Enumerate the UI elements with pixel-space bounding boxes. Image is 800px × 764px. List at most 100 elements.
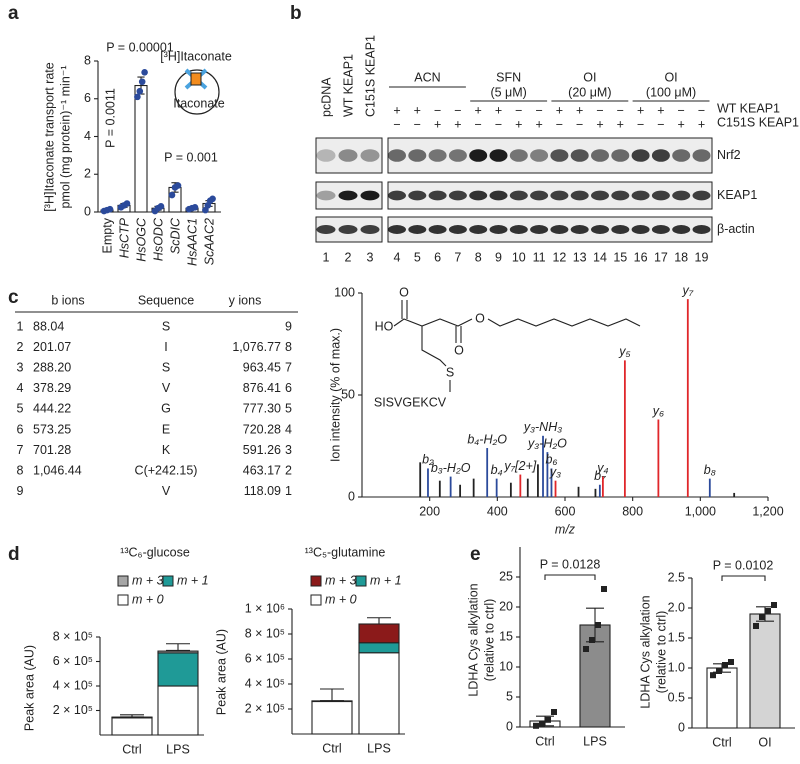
peak-label: y₃ — [549, 465, 561, 479]
blot-band — [672, 190, 691, 201]
blot-band — [611, 149, 630, 162]
treatment-sign: + — [515, 117, 522, 131]
row-index: 7 — [285, 360, 292, 374]
x-tick-label: 600 — [555, 504, 576, 518]
x-tick-label: LPS — [583, 734, 607, 748]
b-ion: 201.07 — [33, 340, 71, 354]
blot-band — [692, 190, 711, 201]
blot-band — [631, 190, 650, 201]
p-value: P = 0.001 — [164, 150, 218, 164]
data-point — [601, 586, 607, 592]
blot-band — [489, 149, 508, 162]
lane-number: 14 — [593, 250, 607, 264]
treatment-sign: − — [475, 117, 482, 131]
y-ion: 591.26 — [243, 443, 281, 457]
x-tick-label: 1,000 — [685, 504, 716, 518]
blot-band — [408, 149, 427, 162]
group-label: OI — [664, 70, 677, 84]
blot-band — [530, 149, 549, 162]
treatment-sign: − — [596, 103, 603, 117]
y-tick-label: 0 — [348, 489, 355, 503]
x-tick-label: OI — [758, 735, 771, 749]
x-tick-label: LPS — [166, 742, 190, 756]
blot-band — [672, 225, 691, 234]
treatment-sign: + — [637, 103, 644, 117]
row-index: 3 — [17, 360, 24, 374]
x-tick-label: HsOGC — [134, 217, 148, 262]
data-point — [134, 93, 141, 101]
data-point — [141, 69, 148, 76]
lane-number: 12 — [552, 250, 566, 264]
blot-band — [428, 190, 447, 201]
blot-band — [530, 225, 549, 234]
panel-label: d — [8, 544, 20, 565]
sequence-residue: S — [162, 360, 170, 374]
legend-swatch — [162, 575, 174, 587]
p-value: P = 0.00001 — [106, 40, 174, 54]
blot-band — [692, 149, 711, 162]
band-label: Nrf2 — [717, 148, 741, 162]
data-point — [106, 205, 114, 213]
legend-label: m + 3 — [132, 573, 164, 587]
legend-swatch — [117, 594, 129, 606]
lane-label: pcDNA — [319, 77, 333, 117]
data-point — [174, 182, 182, 189]
sequence-residue: K — [162, 443, 171, 457]
x-tick-label: 1,200 — [752, 504, 783, 518]
table-header: Sequence — [138, 293, 194, 307]
data-point — [545, 716, 551, 723]
group-label: SFN — [496, 70, 521, 84]
group-label: ACN — [414, 70, 440, 84]
sequence-residue: I — [164, 340, 167, 354]
significance-bracket — [544, 574, 596, 580]
blot-band — [469, 225, 488, 234]
row-index: 2 — [17, 340, 24, 354]
y-tick-label: 2.5 — [668, 570, 685, 584]
blot-band — [651, 225, 670, 234]
blot-band — [591, 149, 609, 162]
group-label: OI — [583, 70, 596, 84]
data-point — [123, 200, 131, 207]
lane-number: 6 — [434, 250, 441, 264]
y-tick-label: 8 × 10⁵ — [245, 626, 285, 640]
y-axis-label: Peak area (AU) — [214, 629, 228, 715]
lane-number: 3 — [367, 250, 374, 264]
x-tick-label: Ctrl — [122, 742, 141, 756]
blot-band — [469, 190, 488, 201]
y-tick-label: 2.0 — [668, 600, 685, 614]
legend-label: m + 0 — [132, 592, 164, 606]
lane-number: 11 — [533, 250, 546, 264]
peak-label: b₄-H₂O — [467, 432, 507, 446]
x-tick-label: Ctrl — [322, 741, 341, 755]
data-point — [168, 191, 176, 199]
blot-band — [672, 149, 691, 162]
treatment-sign: + — [698, 117, 705, 131]
legend-label: m + 3 — [325, 573, 357, 587]
peak-label: b₄ — [491, 463, 503, 477]
sequence-residue: V — [162, 381, 171, 395]
bar-segment — [157, 685, 199, 736]
row-index: 6 — [285, 381, 292, 395]
blot-band — [570, 149, 589, 162]
band-label: β-actin — [717, 222, 755, 236]
data-point — [759, 614, 765, 620]
treatment-sign: + — [393, 103, 400, 117]
blot-band — [388, 190, 406, 201]
row-index: 4 — [17, 381, 24, 395]
blot-band — [550, 225, 569, 234]
chart-title: ¹³C₅-glutamine — [305, 545, 386, 559]
y-ion: 118.09 — [244, 484, 281, 498]
y-tick-label: 6 × 10⁵ — [53, 654, 93, 668]
row-label: C151S KEAP1 — [717, 115, 799, 129]
y-axis-label: (relative to ctrl) — [654, 611, 668, 694]
treatment-sign: + — [556, 103, 563, 117]
row-index: 1 — [17, 319, 24, 333]
blot-band — [360, 190, 380, 201]
x-tick-label: Ctrl — [712, 735, 731, 749]
blot-band — [611, 225, 630, 234]
treatment-sign: − — [556, 117, 563, 131]
x-tick-label: Ctrl — [535, 734, 554, 748]
sequence-residue: V — [162, 484, 171, 498]
bar-segment — [157, 652, 199, 687]
